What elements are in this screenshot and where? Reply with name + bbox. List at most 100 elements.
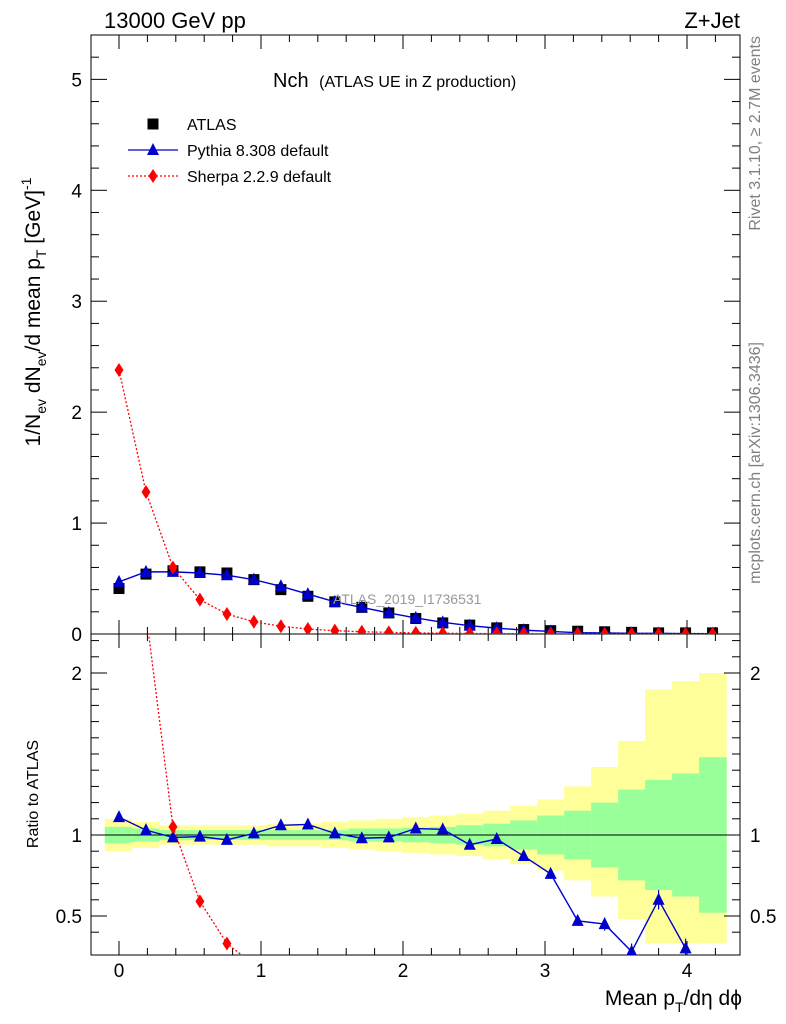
main-sherpa-2-2-9-default-point [411, 625, 421, 634]
legend-entry-pythia-8-308-default: Pythia 8.308 default [128, 143, 329, 160]
legend-marker [147, 118, 159, 130]
main-pythia-8-308-default-point [139, 564, 152, 577]
main-sherpa-2-2-9-default-point [708, 626, 718, 634]
main-pythia-8-308-default-point [247, 572, 260, 585]
legend-label: Sherpa 2.2.9 default [187, 169, 332, 186]
main-pythia-8-308-default-point [436, 615, 449, 628]
x-tick-label: 3 [540, 961, 551, 982]
main-sherpa-2-2-9-default-point [627, 626, 637, 634]
main-series-layer [113, 362, 719, 634]
main-sherpa-2-2-9-default-point [114, 362, 124, 377]
ratio-pythia-8-308-default-point [436, 822, 449, 835]
ratio-pythia-8-308-default-point [274, 818, 287, 831]
main-sherpa-2-2-9-default-point [357, 624, 367, 634]
y-tick-label-main: 1 [71, 514, 82, 535]
legend: ATLAS Pythia 8.308 default Sherpa 2.2.9 de… [128, 117, 332, 186]
axis-tick-labels: 0 1 2 3 4 0 1 2 3 4 5 0.5 0.5 1 1 2 2 [56, 70, 777, 982]
main-sherpa-2-2-9-default-point [654, 626, 664, 634]
main-sherpa-2-2-9-default-point [141, 485, 151, 500]
main-sherpa-2-2-9-default-point [330, 623, 340, 634]
y-tick-label-ratio-right: 0.5 [750, 907, 776, 928]
x-tick-label: 4 [682, 961, 693, 982]
main-pythia-8-308-default-point [220, 568, 233, 581]
mcplots-label: mcplots.cern.ch [arXiv:1306.3436] [747, 342, 764, 584]
ratio-pythia-8-308-default-point [409, 821, 422, 834]
ratio-pythia-8-308-default-point [301, 817, 314, 830]
ratio-pythia-8-308-default-point [193, 829, 206, 842]
x-tick-label: 1 [256, 961, 267, 982]
main-pythia-8-308-default-point [409, 610, 422, 623]
y-tick-label-ratio-left: 2 [71, 664, 82, 685]
rivet-version-label: Rivet 3.1.10, ≥ 2.7M events [747, 36, 764, 231]
y-tick-label-ratio-right: 1 [750, 826, 761, 847]
y-tick-label-ratio-right: 2 [750, 664, 761, 685]
main-sherpa-2-2-9-default-point [546, 626, 556, 634]
main-pythia-8-308-default-point [463, 618, 476, 631]
main-sherpa-2-2-9-default-point [384, 625, 394, 634]
plot-title: Nch (ATLAS UE in Z production) [273, 70, 516, 92]
main-sherpa-2-2-9-default-point [168, 560, 178, 575]
main-sherpa-2-2-9-default-point [438, 626, 448, 634]
y-tick-label-main: 0 [71, 625, 82, 646]
ratio-pythia-8-308-default-point [113, 810, 125, 823]
x-tick-label: 0 [114, 961, 125, 982]
ratio-pythia-8-308-default-point [139, 823, 152, 836]
main-pythia-8-308-default-point [301, 587, 314, 600]
main-atlas-point [113, 583, 125, 595]
ratio-pythia-8-308-default-point [517, 849, 530, 862]
ratio-pythia-8-308-default-point [490, 832, 503, 845]
ratio-pythia-8-308-default-point [328, 826, 341, 839]
plot-title-sub: (ATLAS UE in Z production) [319, 74, 516, 91]
ratio-sherpa-2-2-9-default-point [222, 936, 232, 951]
legend-marker [147, 143, 159, 155]
legend-label: Pythia 8.308 default [187, 143, 329, 160]
main-pythia-8-308-default-point [113, 574, 125, 587]
header-energy-label: 13000 GeV pp [104, 8, 246, 33]
header-process-label: Z+Jet [684, 8, 740, 33]
x-axis-title: Mean pT/dη dϕ [605, 987, 742, 1015]
y-tick-label-ratio-left: 0.5 [56, 907, 82, 928]
y-tick-label-main: 2 [71, 403, 82, 424]
ratio-pythia-8-308-default-point [679, 941, 692, 954]
main-sherpa-2-2-9-default-point [681, 626, 691, 634]
ratio-pythia-8-308-default-point [247, 826, 260, 839]
ratio-sherpa-2-2-9-default-point [141, 606, 150, 620]
y-tick-label-main: 3 [71, 292, 82, 313]
ratio-sherpa-2-2-9-default-point [168, 819, 178, 834]
ratio-pythia-8-308-default-point [652, 892, 665, 905]
ratio-pythia-8-308-default-line [118, 816, 687, 953]
ratio-pythia-8-308-default-point [355, 831, 368, 844]
legend-entry-atlas: ATLAS [147, 117, 237, 134]
ratio-sherpa-2-2-9-default-point [115, 50, 124, 64]
main-sherpa-2-2-9-default-point [222, 607, 232, 622]
main-sherpa-2-2-9-default-point [249, 614, 259, 629]
y-axis-title-ratio: Ratio to ATLAS [25, 740, 42, 848]
main-sherpa-2-2-9-default-point [600, 626, 610, 634]
main-sherpa-2-2-9-default-point [303, 622, 313, 634]
y-axis-title-main: 1/Nev dNev/d mean pT [GeV]-1 [18, 177, 49, 446]
ratio-pythia-8-308-default-point [463, 837, 476, 850]
ratio-pythia-8-308-default-point [598, 917, 611, 930]
main-pythia-8-308-default-point [382, 605, 395, 618]
ratio-pythia-8-308-default-point [220, 832, 233, 845]
analysis-watermark: ATLAS_2019_I1736531 [333, 591, 482, 607]
ratio-pythia-8-308-default-point [544, 866, 557, 879]
main-pythia-8-308-default-point [355, 600, 368, 613]
x-tick-label: 2 [398, 961, 409, 982]
main-pythia-8-308-default-point [274, 579, 287, 592]
ratio-pythia-8-308-default-point [571, 913, 584, 926]
main-sherpa-2-2-9-default-point [519, 626, 529, 634]
main-sherpa-2-2-9-default-point [492, 626, 502, 634]
legend-marker [148, 169, 158, 183]
main-sherpa-2-2-9-default-point [573, 626, 583, 634]
y-tick-label-main: 5 [71, 70, 82, 91]
ratio-pythia-8-308-default-point [166, 830, 179, 843]
legend-label: ATLAS [187, 117, 237, 134]
main-sherpa-2-2-9-default-point [195, 592, 205, 607]
plot-title-main: Nch [273, 70, 309, 92]
ratio-pythia-8-308-default-point [626, 944, 637, 955]
y-tick-label-main: 4 [71, 181, 82, 202]
ratio-pythia-8-308-default-point [382, 830, 395, 843]
main-sherpa-2-2-9-default-point [276, 619, 286, 634]
